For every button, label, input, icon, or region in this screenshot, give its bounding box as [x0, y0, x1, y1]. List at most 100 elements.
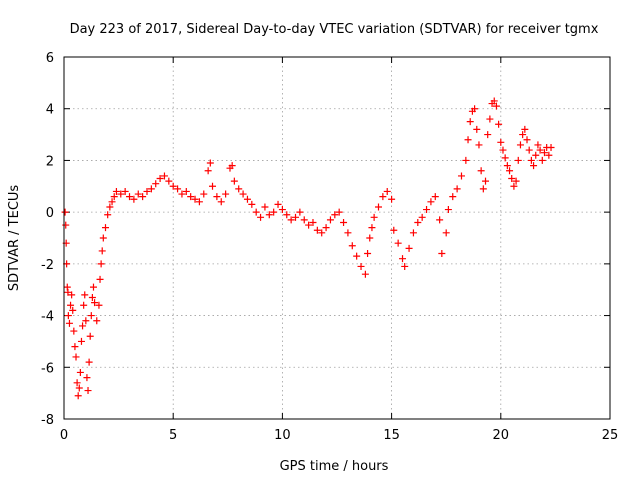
data-point: [510, 182, 518, 190]
data-point: [366, 234, 374, 242]
x-tick-label: 0: [60, 428, 68, 443]
data-point: [453, 185, 461, 193]
data-point: [309, 218, 317, 226]
data-point: [322, 224, 330, 232]
data-point: [160, 172, 168, 180]
data-point: [265, 211, 273, 219]
y-tick-label: -4: [41, 310, 54, 325]
data-point: [98, 247, 106, 255]
data-point: [344, 229, 352, 237]
data-point: [409, 229, 417, 237]
data-point: [104, 211, 112, 219]
data-point: [514, 156, 522, 164]
axis-ticks: 0 5 10 15 20 25 -8 -6 -4 -2 0 2 4 6: [41, 51, 618, 443]
data-point: [475, 141, 483, 149]
data-point: [252, 208, 260, 216]
data-point: [399, 255, 407, 263]
data-point: [534, 141, 542, 149]
data-point: [82, 317, 90, 325]
x-tick-label: 25: [602, 428, 619, 443]
data-point: [70, 327, 78, 335]
data-point: [79, 322, 87, 330]
x-axis-label: GPS time / hours: [280, 459, 389, 474]
data-point: [64, 288, 72, 296]
data-point: [187, 193, 195, 201]
data-point: [512, 177, 520, 185]
data-point: [348, 242, 356, 250]
data-point: [423, 206, 431, 214]
data-point: [213, 193, 221, 201]
data-point: [99, 234, 107, 242]
data-point: [139, 193, 147, 201]
data-point: [418, 213, 426, 221]
data-point: [283, 211, 291, 219]
data-point: [204, 167, 212, 175]
data-point: [538, 156, 546, 164]
data-point: [508, 175, 516, 183]
data-point: [427, 198, 435, 206]
data-point: [143, 187, 151, 195]
data-point: [357, 262, 365, 270]
data-point: [182, 187, 190, 195]
data-point: [536, 146, 544, 154]
data-point: [383, 187, 391, 195]
data-point: [374, 203, 382, 211]
data-point: [62, 221, 70, 229]
data-point: [519, 131, 527, 139]
data-point: [492, 102, 500, 110]
data-point: [379, 193, 387, 201]
x-tick-label: 5: [169, 428, 177, 443]
data-point: [71, 343, 79, 351]
data-point: [74, 392, 82, 400]
data-point: [68, 291, 76, 299]
data-point: [64, 312, 72, 320]
data-point: [335, 208, 343, 216]
data-point: [239, 190, 247, 198]
data-point: [85, 358, 93, 366]
data-point: [112, 187, 120, 195]
data-point: [364, 250, 372, 258]
data-point: [466, 118, 474, 126]
data-point: [484, 131, 492, 139]
data-point: [278, 206, 286, 214]
data-point: [457, 172, 465, 180]
data-point: [209, 182, 217, 190]
data-point: [540, 149, 548, 157]
data-point: [471, 105, 479, 113]
data-point: [165, 177, 173, 185]
data-point: [296, 208, 304, 216]
data-point: [340, 218, 348, 226]
data-point: [93, 317, 101, 325]
data-point: [516, 141, 524, 149]
y-tick-label: -6: [41, 361, 54, 376]
data-point: [106, 203, 114, 211]
data-point: [63, 283, 71, 291]
data-point: [449, 193, 457, 201]
data-point: [506, 167, 514, 175]
data-point: [353, 252, 361, 260]
data-point: [501, 154, 509, 162]
data-point: [174, 185, 182, 193]
data-point: [305, 221, 313, 229]
data-point: [80, 301, 88, 309]
y-tick-label: 2: [46, 154, 54, 169]
data-point: [523, 136, 531, 144]
data-point: [217, 198, 225, 206]
grid: [64, 57, 610, 419]
data-point: [130, 195, 138, 203]
data-point: [287, 216, 295, 224]
data-point: [405, 244, 413, 252]
data-point: [228, 162, 236, 170]
data-point: [65, 319, 73, 327]
data-point: [101, 224, 109, 232]
data-point: [126, 193, 134, 201]
data-point: [72, 353, 80, 361]
x-tick-label: 15: [383, 428, 400, 443]
data-point: [134, 190, 142, 198]
data-point: [121, 187, 129, 195]
chart-title: Day 223 of 2017, Sidereal Day-to-day VTE…: [70, 22, 599, 37]
data-point: [490, 97, 498, 105]
data-point: [200, 190, 208, 198]
data-point: [88, 293, 96, 301]
